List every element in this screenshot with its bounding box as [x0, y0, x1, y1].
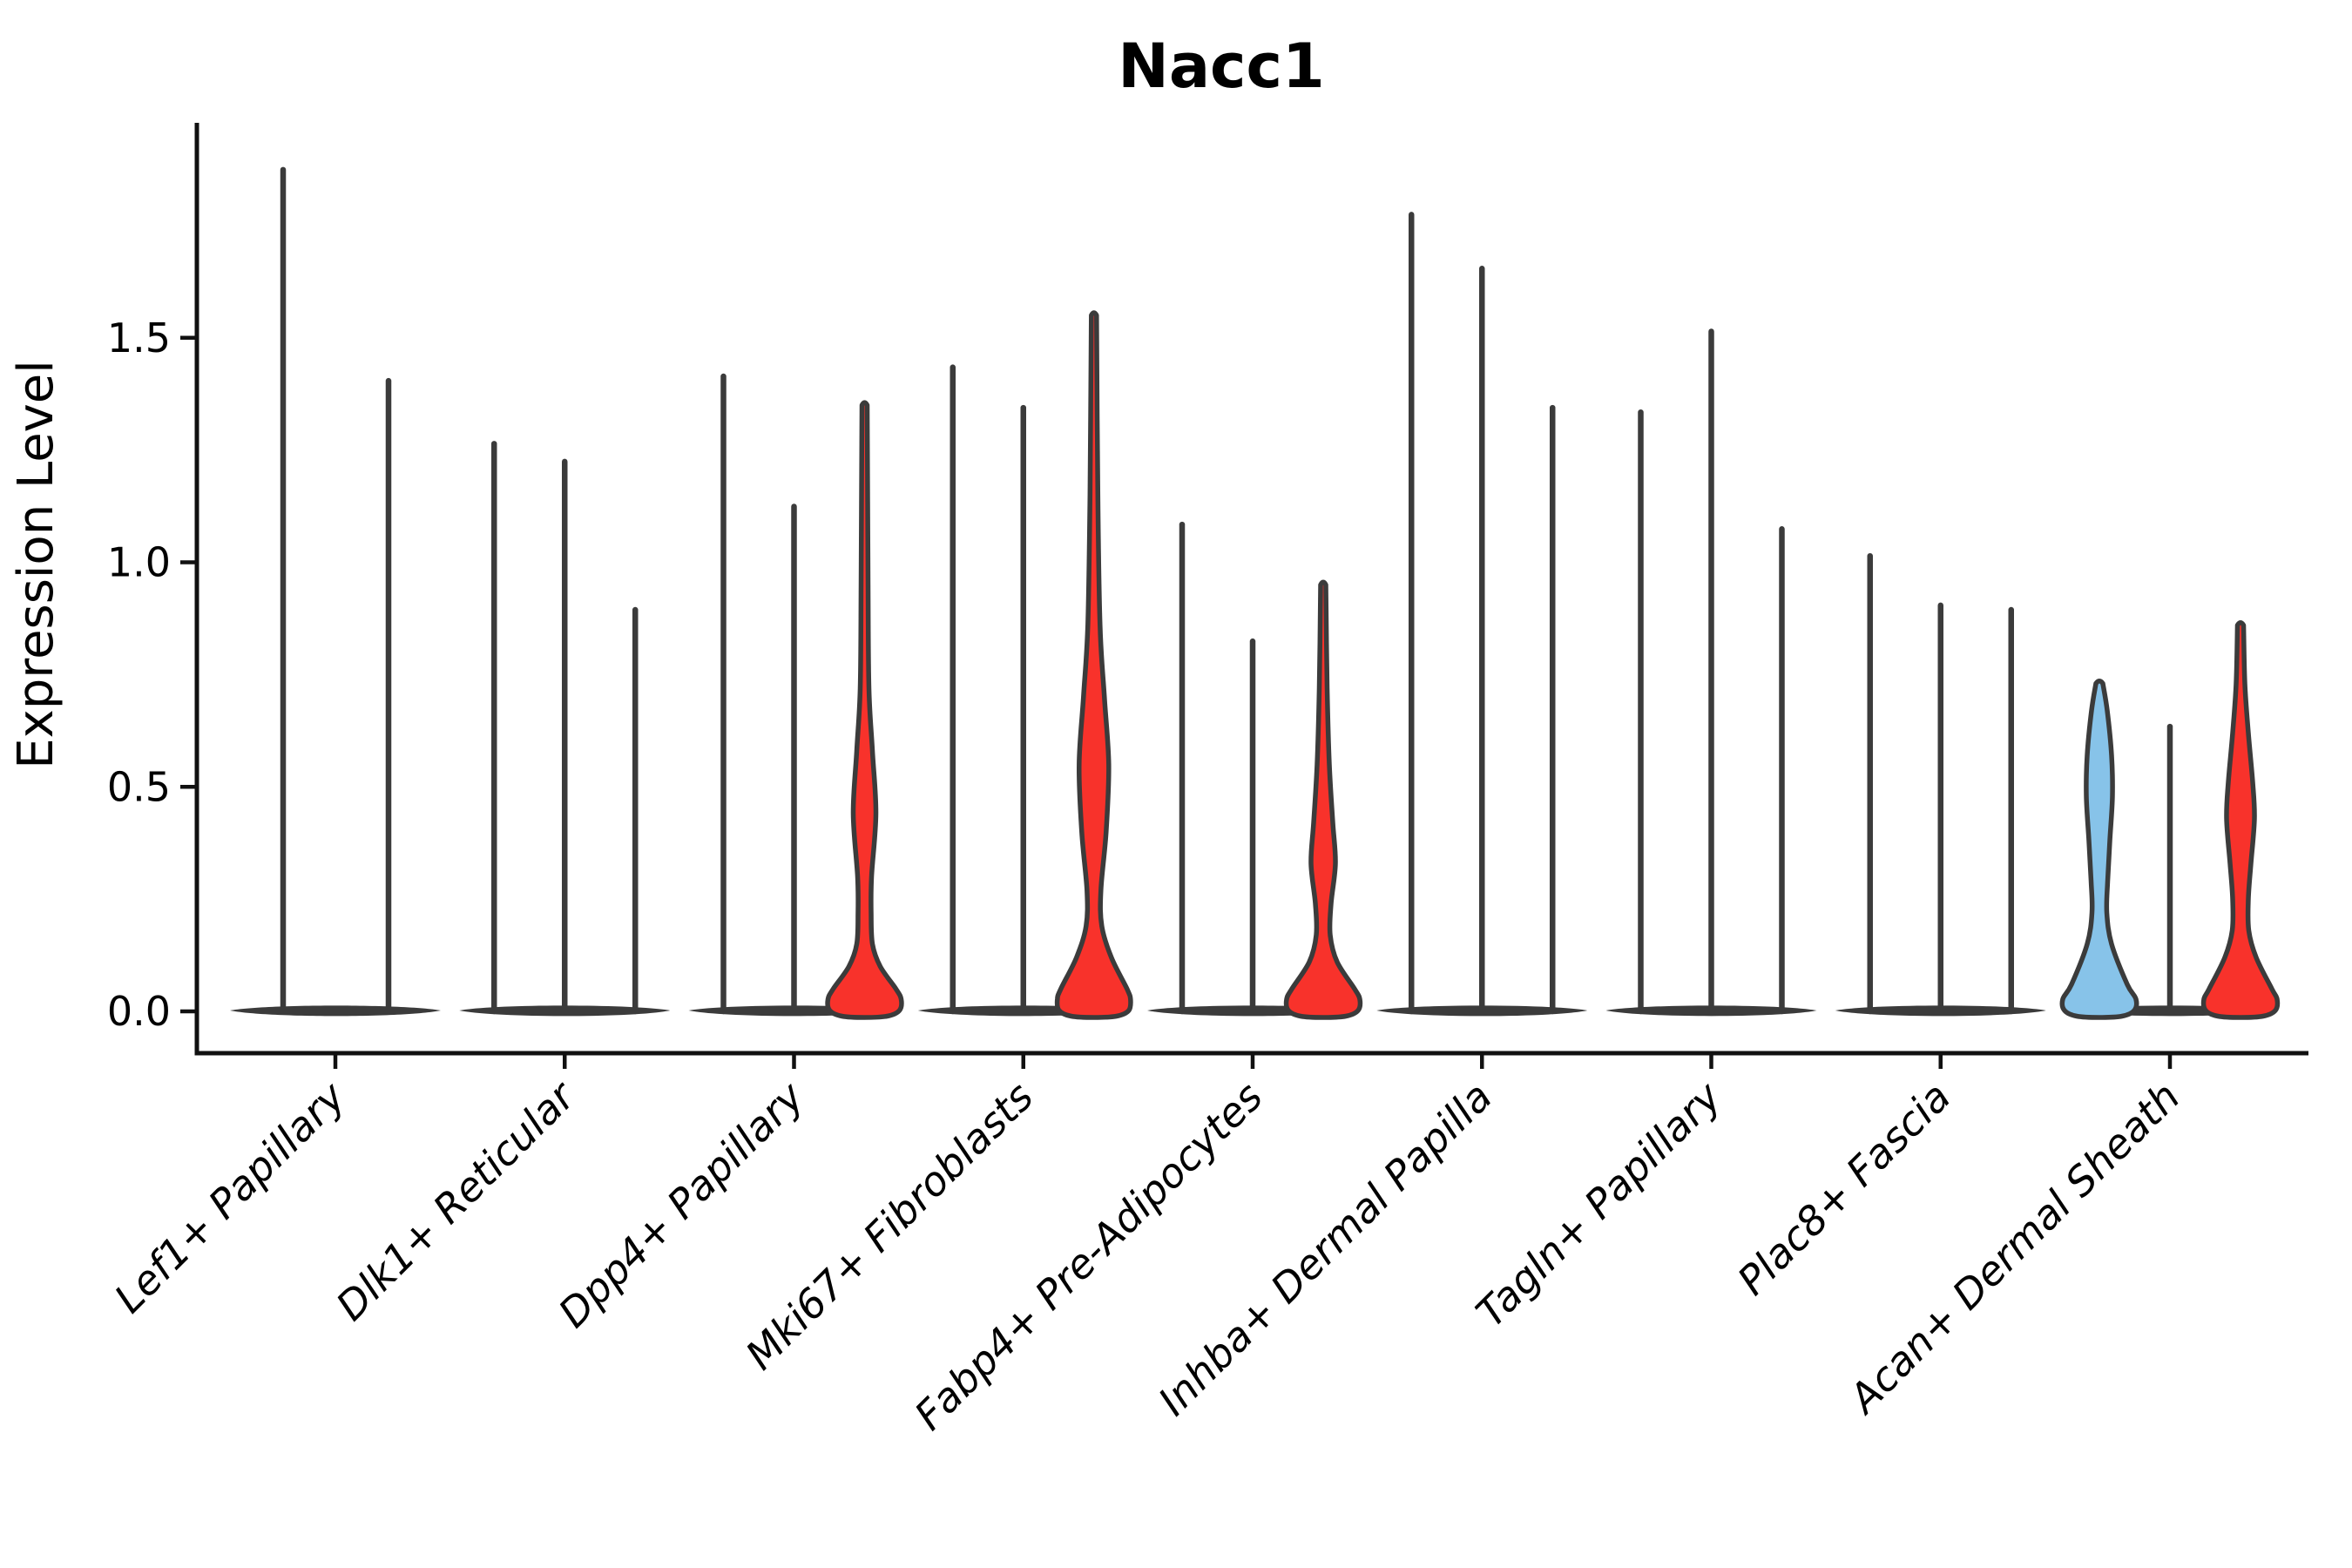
y-axis-label: Expression Level — [8, 360, 64, 769]
x-tick-label: Dpp4+ Papillary — [550, 1072, 814, 1336]
violin-base-strip — [1376, 1005, 1588, 1017]
x-tick-label: Dlk1+ Reticular — [327, 1071, 585, 1329]
x-tick-label: Lef1+ Papillary — [105, 1072, 355, 1321]
violin-group — [230, 166, 441, 1017]
violin-group — [1835, 552, 2046, 1017]
x-tick-label: Tagln+ Papillary — [1467, 1072, 1731, 1336]
violin-group — [688, 373, 904, 1020]
violin-base-strip — [1605, 1005, 1817, 1017]
violin-base-strip — [230, 1005, 441, 1017]
violin-group — [459, 441, 671, 1017]
violin-base-strip — [1835, 1005, 2046, 1017]
y-axis-ticks: 0.0 0.5 1.0 1.5 — [107, 314, 197, 1035]
chart-title: Nacc1 — [1118, 30, 1325, 102]
violins — [230, 166, 2281, 1020]
violin-group — [2059, 620, 2281, 1020]
y-tick-label: 0.5 — [107, 763, 171, 810]
violin-body-red — [2200, 620, 2281, 1020]
violin-base-strip — [459, 1005, 671, 1017]
y-tick-label: 0.0 — [107, 988, 171, 1035]
violin-group — [1147, 521, 1363, 1020]
x-tick-label: Plac8+ Fascia — [1728, 1073, 1959, 1304]
violin-body-blue — [2059, 678, 2139, 1020]
y-tick-label: 1.5 — [107, 314, 171, 362]
y-tick-label: 1.0 — [107, 539, 171, 586]
violin-body-red — [1283, 579, 1363, 1020]
violin-group — [1605, 328, 1817, 1017]
violin-body-red — [1054, 310, 1133, 1020]
violin-group — [917, 310, 1133, 1020]
violin-body-red — [825, 400, 904, 1020]
violin-group — [1376, 212, 1588, 1017]
